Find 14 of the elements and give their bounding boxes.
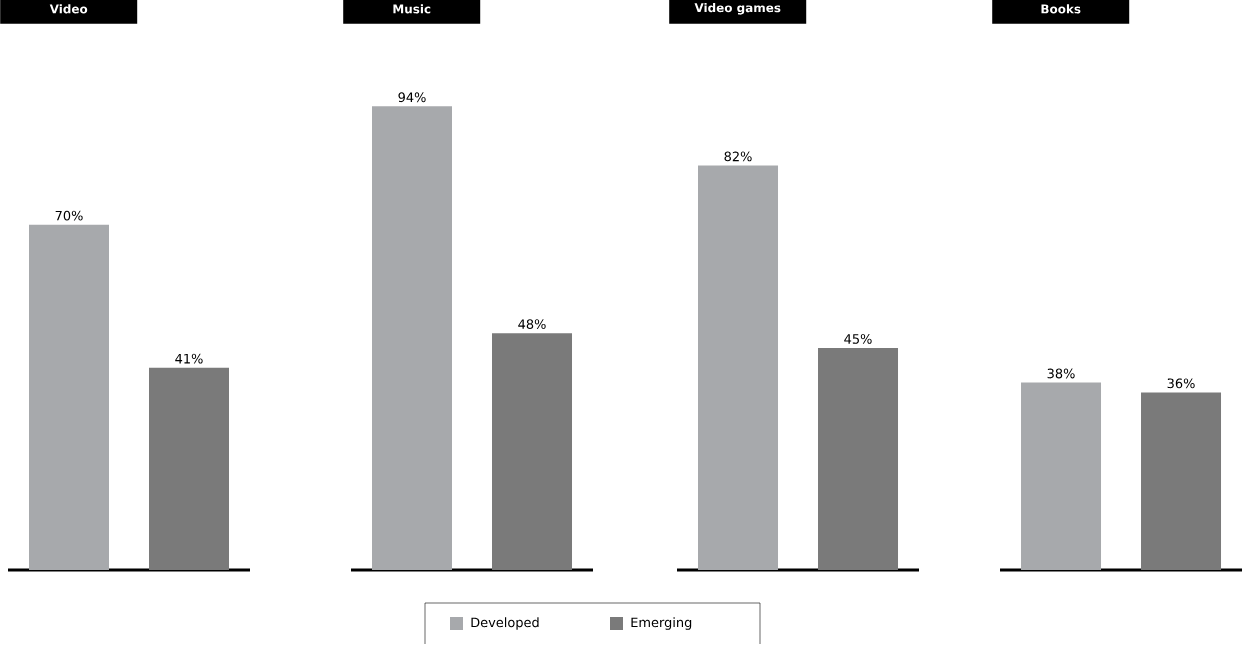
chart-title: Books — [1041, 4, 1081, 14]
chart-title: Video — [49, 4, 88, 14]
data-label: 70% — [55, 210, 83, 221]
data-label: 45% — [844, 334, 872, 344]
data-label: 36% — [1167, 378, 1195, 389]
data-label: 41% — [175, 353, 203, 364]
chart-title: Music — [393, 4, 431, 14]
legend-label: Emerging — [631, 617, 692, 630]
data-label: 94% — [398, 92, 426, 103]
data-label: 82% — [724, 151, 752, 162]
data-label: 38% — [1047, 368, 1075, 379]
legend-label: Developed — [471, 617, 539, 630]
data-label: 48% — [518, 319, 546, 330]
chart-title: Video games — [694, 2, 781, 15]
